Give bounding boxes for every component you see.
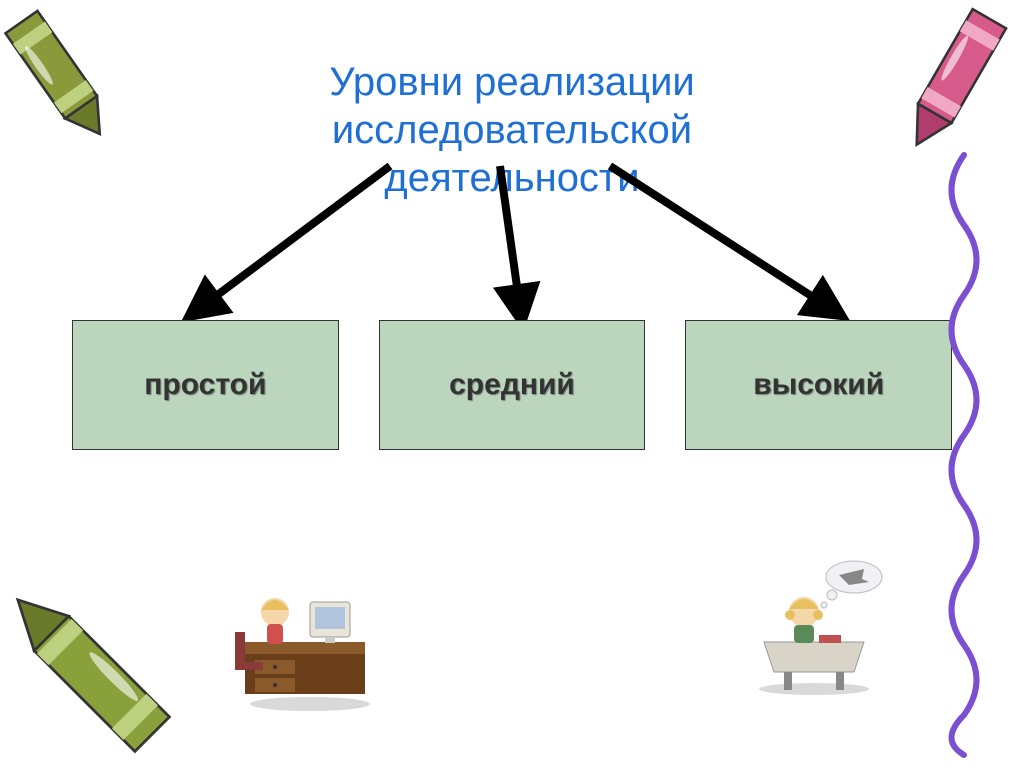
desk-clipart-icon — [225, 562, 395, 712]
level-label: простой — [144, 368, 266, 402]
crayon-icon — [889, 0, 1019, 170]
student-clipart-icon — [734, 557, 894, 697]
crayon-icon — [0, 0, 120, 155]
level-box-high: высокий — [685, 320, 952, 450]
level-box-simple: простой — [72, 320, 339, 450]
level-label: средний — [449, 368, 575, 402]
squiggle-line-icon — [934, 150, 994, 760]
crayon-icon — [0, 557, 180, 777]
level-boxes-row: простой средний высокий — [72, 320, 952, 450]
level-label: высокий — [753, 368, 884, 402]
level-box-medium: средний — [379, 320, 646, 450]
